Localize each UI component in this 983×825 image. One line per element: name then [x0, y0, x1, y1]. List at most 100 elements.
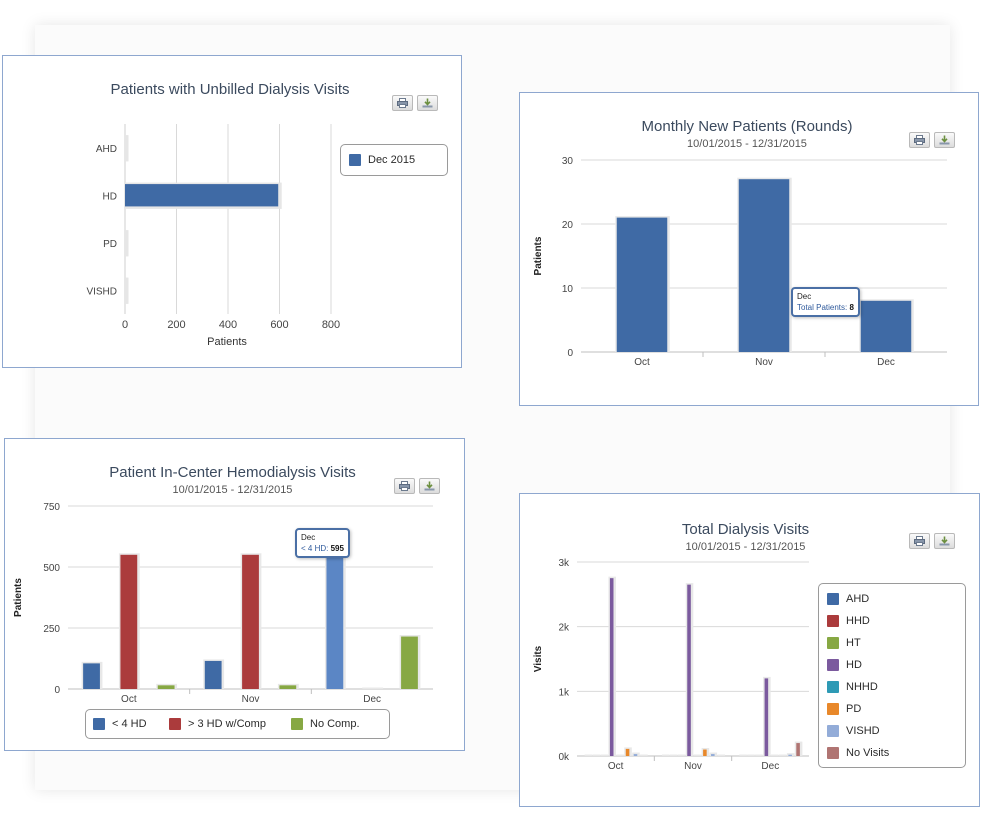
- legend-label: No Visits: [846, 747, 890, 759]
- y-tick-label: VISHD: [86, 286, 117, 297]
- download-button[interactable]: [934, 132, 955, 148]
- bar[interactable]: [625, 748, 630, 756]
- tooltip-category: Dec: [797, 292, 812, 301]
- legend-swatch: [827, 637, 839, 649]
- legend-swatch: [93, 718, 105, 730]
- bar[interactable]: [242, 554, 259, 689]
- bar[interactable]: [616, 217, 668, 352]
- y-tick-label: 30: [562, 156, 574, 167]
- download-button[interactable]: [934, 533, 955, 549]
- tooltip-value-line: Total Patients: 8: [797, 303, 854, 312]
- chart-legend: AHD HHD HT HD NHHD PD VISHD No Visits: [818, 583, 966, 768]
- legend-swatch: [827, 703, 839, 715]
- x-tick-label: 400: [219, 319, 237, 331]
- legend-swatch: [827, 593, 839, 605]
- bar-shadow: [786, 753, 795, 756]
- bar[interactable]: [633, 754, 638, 756]
- y-tick-label: 750: [43, 502, 60, 513]
- bar-shadow: [739, 754, 747, 756]
- download-button[interactable]: [419, 478, 440, 494]
- bar-shadow: [669, 754, 678, 756]
- bar-shadow: [125, 135, 129, 162]
- legend-label: AHD: [846, 593, 870, 605]
- bar[interactable]: [703, 749, 707, 756]
- bar[interactable]: [120, 554, 138, 689]
- y-tick-label: AHD: [96, 144, 117, 155]
- chart-title: Patient In-Center Hemodialysis Visits: [109, 464, 356, 481]
- printer-icon: [397, 98, 408, 108]
- x-axis-label: Patients: [207, 336, 247, 348]
- x-tick-label: 0: [122, 319, 128, 331]
- printer-icon: [399, 481, 410, 491]
- bar-shadow: [677, 754, 686, 756]
- printer-icon: [914, 536, 925, 546]
- bar-shadow: [125, 230, 129, 257]
- chart-tooltip: Dec < 4 HD: 595: [295, 528, 350, 558]
- bar[interactable]: [788, 754, 792, 756]
- bar-shadow: [661, 754, 670, 756]
- total-dialysis-visits-panel: Total Dialysis Visits 10/01/2015 - 12/31/…: [519, 493, 980, 807]
- legend-swatch: [827, 681, 839, 693]
- tooltip-value: 8: [849, 303, 854, 312]
- bar-shadow: [640, 754, 648, 756]
- print-button[interactable]: [909, 533, 930, 549]
- bar-shadow: [693, 754, 702, 756]
- y-axis-label: Patients: [13, 578, 24, 617]
- legend-swatch: [291, 718, 303, 730]
- bar[interactable]: [204, 660, 222, 689]
- bar[interactable]: [125, 184, 279, 207]
- x-tick-label: Dec: [877, 357, 895, 368]
- print-button[interactable]: [909, 132, 930, 148]
- bar[interactable]: [764, 678, 769, 756]
- y-tick-label: 20: [562, 220, 574, 231]
- tooltip-label: < 4 HD: [301, 544, 327, 553]
- chart-subtitle: 10/01/2015 - 12/31/2015: [686, 541, 806, 553]
- in-center-hemodialysis-panel: Patient In-Center Hemodialysis Visits 10/…: [4, 438, 465, 751]
- bar[interactable]: [738, 179, 790, 352]
- bar[interactable]: [609, 578, 614, 756]
- bar[interactable]: [326, 543, 344, 689]
- chart-subtitle: 10/01/2015 - 12/31/2015: [173, 484, 293, 496]
- x-tick-label: Dec: [363, 694, 381, 705]
- bar[interactable]: [83, 663, 100, 689]
- bar-shadow: [778, 754, 787, 756]
- x-tick-label: 200: [167, 319, 185, 331]
- bar[interactable]: [796, 743, 800, 756]
- bar[interactable]: [860, 300, 912, 352]
- chart-svg: Monthly New Patients (Rounds) 10/01/2015 …: [533, 118, 947, 368]
- bar[interactable]: [157, 685, 175, 689]
- y-tick-label: 2k: [558, 623, 570, 634]
- bar-shadow: [584, 754, 593, 756]
- unbilled-visits-panel: Patients with Unbilled Dialysis Visits 0 2…: [2, 55, 462, 368]
- bar[interactable]: [711, 754, 715, 756]
- download-icon: [422, 98, 433, 108]
- x-tick-label: 600: [270, 319, 288, 331]
- legend-swatch: [827, 615, 839, 627]
- tooltip-value-line: < 4 HD: 595: [301, 544, 344, 553]
- y-axis-label: Patients: [533, 236, 544, 275]
- y-tick-label: 1k: [558, 687, 570, 698]
- legend-label: VISHD: [846, 725, 880, 737]
- bar[interactable]: [279, 685, 297, 689]
- bar-shadow: [616, 754, 624, 756]
- legend-swatch: [827, 659, 839, 671]
- y-tick-label: 500: [43, 563, 60, 574]
- legend-label: HD: [846, 659, 862, 671]
- bar-shadow: [717, 754, 726, 756]
- chart-svg: Total Dialysis Visits 10/01/2015 - 12/31/…: [533, 521, 809, 772]
- legend-label: HHD: [846, 615, 870, 627]
- legend-swatch: [169, 718, 181, 730]
- bar[interactable]: [401, 636, 418, 689]
- download-icon: [424, 481, 435, 491]
- print-button[interactable]: [394, 478, 415, 494]
- chart-svg: Patient In-Center Hemodialysis Visits 10/…: [13, 464, 433, 705]
- download-button[interactable]: [417, 95, 438, 111]
- legend-label: Dec 2015: [368, 154, 416, 166]
- bar[interactable]: [687, 584, 691, 756]
- y-tick-label: 0: [567, 348, 573, 359]
- legend-label: HT: [846, 637, 861, 649]
- y-tick-label: 250: [43, 624, 60, 635]
- chart-title: Patients with Unbilled Dialysis Visits: [111, 81, 350, 98]
- print-button[interactable]: [392, 95, 413, 111]
- chart-svg: Patients with Unbilled Dialysis Visits 0 2…: [86, 81, 350, 348]
